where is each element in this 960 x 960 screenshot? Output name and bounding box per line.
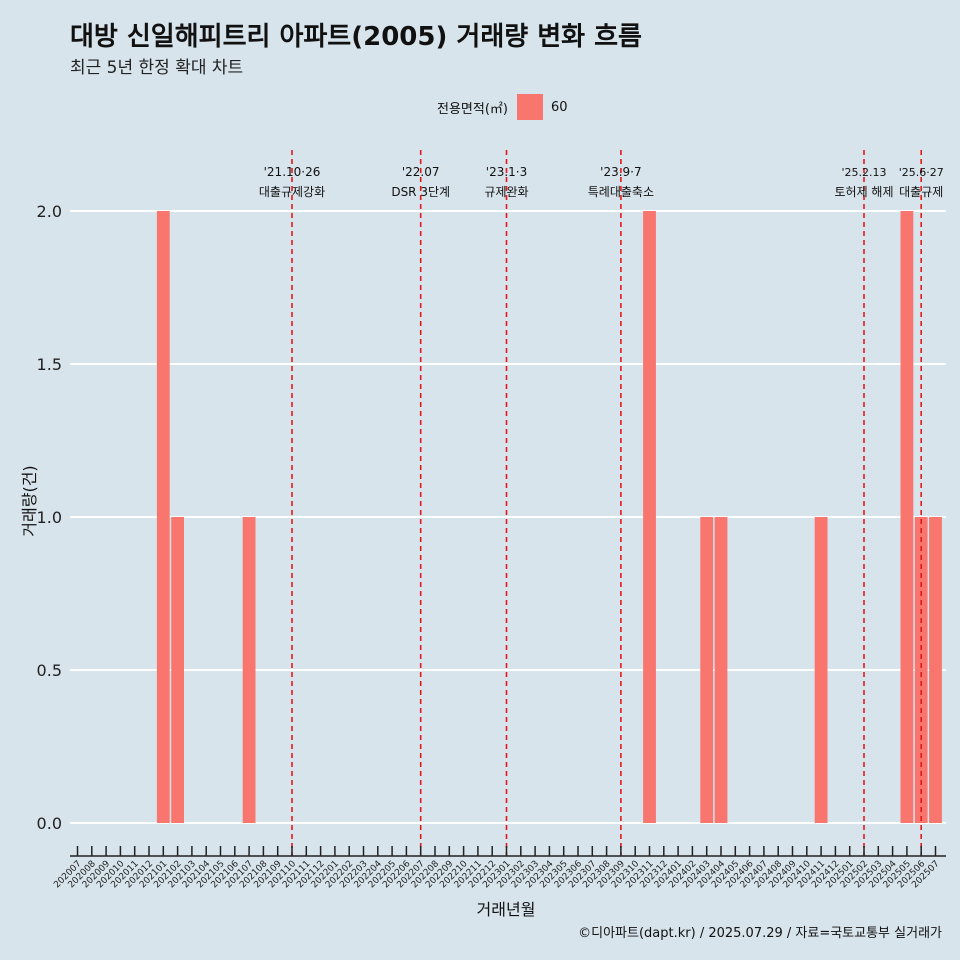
legend: 전용면적(㎡) 60: [437, 94, 568, 120]
bar: [914, 517, 928, 823]
event-markers: '21.10·26 대출규제강화 '22.07 DSR 3단계 '23.1·3 규제완화 '…: [259, 150, 944, 855]
bar: [700, 517, 714, 823]
chart-subtitle: 최근 5년 한정 확대 차트: [70, 58, 244, 78]
event-label: 규제완화: [484, 185, 528, 199]
legend-swatch: [516, 94, 543, 120]
x-axis-title: 거래년월: [477, 900, 536, 919]
y-axis-ticks: 0.0 0.5 1.0 1.5 2.0: [37, 202, 62, 833]
bar: [900, 211, 914, 823]
bar: [929, 517, 942, 823]
event-label: 토허제 해제: [834, 185, 893, 199]
bar: [171, 517, 184, 823]
event-date-label: '23.9·7: [600, 165, 641, 179]
bar: [156, 211, 170, 823]
event-date-label: '21.10·26: [264, 165, 321, 179]
event-label: 대출규제: [899, 185, 943, 199]
y-tick-label: 1.5: [37, 355, 62, 374]
event-label: 특례대출축소: [588, 185, 654, 199]
bar: [643, 211, 656, 823]
grid-lines: [70, 210, 946, 824]
bars: [156, 211, 942, 823]
event-label: DSR 3단계: [391, 185, 450, 199]
y-tick-label: 2.0: [37, 202, 62, 221]
event-date-label: '22.07: [402, 165, 440, 179]
event-date-label: '23.1·3: [486, 165, 527, 179]
y-axis-title: 거래량(건): [20, 465, 39, 536]
chart-title: 대방 신일해피트리 아파트(2005) 거래량 변화 흐름: [70, 22, 642, 52]
event-label: 대출규제강화: [259, 185, 325, 199]
y-tick-label: 0.0: [37, 814, 62, 833]
event-date-label: '25.6·27: [899, 166, 944, 179]
bar: [814, 517, 828, 823]
legend-item-label: 60: [550, 99, 568, 115]
x-axis: 2020072020082020092020102020112020122021…: [52, 846, 946, 890]
event-date-label: '25.2.13: [841, 166, 886, 179]
bar: [714, 517, 728, 823]
source-caption: ©디아파트(dapt.kr) / 2025.07.29 / 자료=국토교통부 실…: [578, 926, 942, 941]
bar: [242, 517, 256, 823]
y-tick-label: 0.5: [37, 661, 62, 680]
legend-title: 전용면적(㎡): [437, 101, 508, 117]
y-tick-label: 1.0: [37, 508, 62, 527]
